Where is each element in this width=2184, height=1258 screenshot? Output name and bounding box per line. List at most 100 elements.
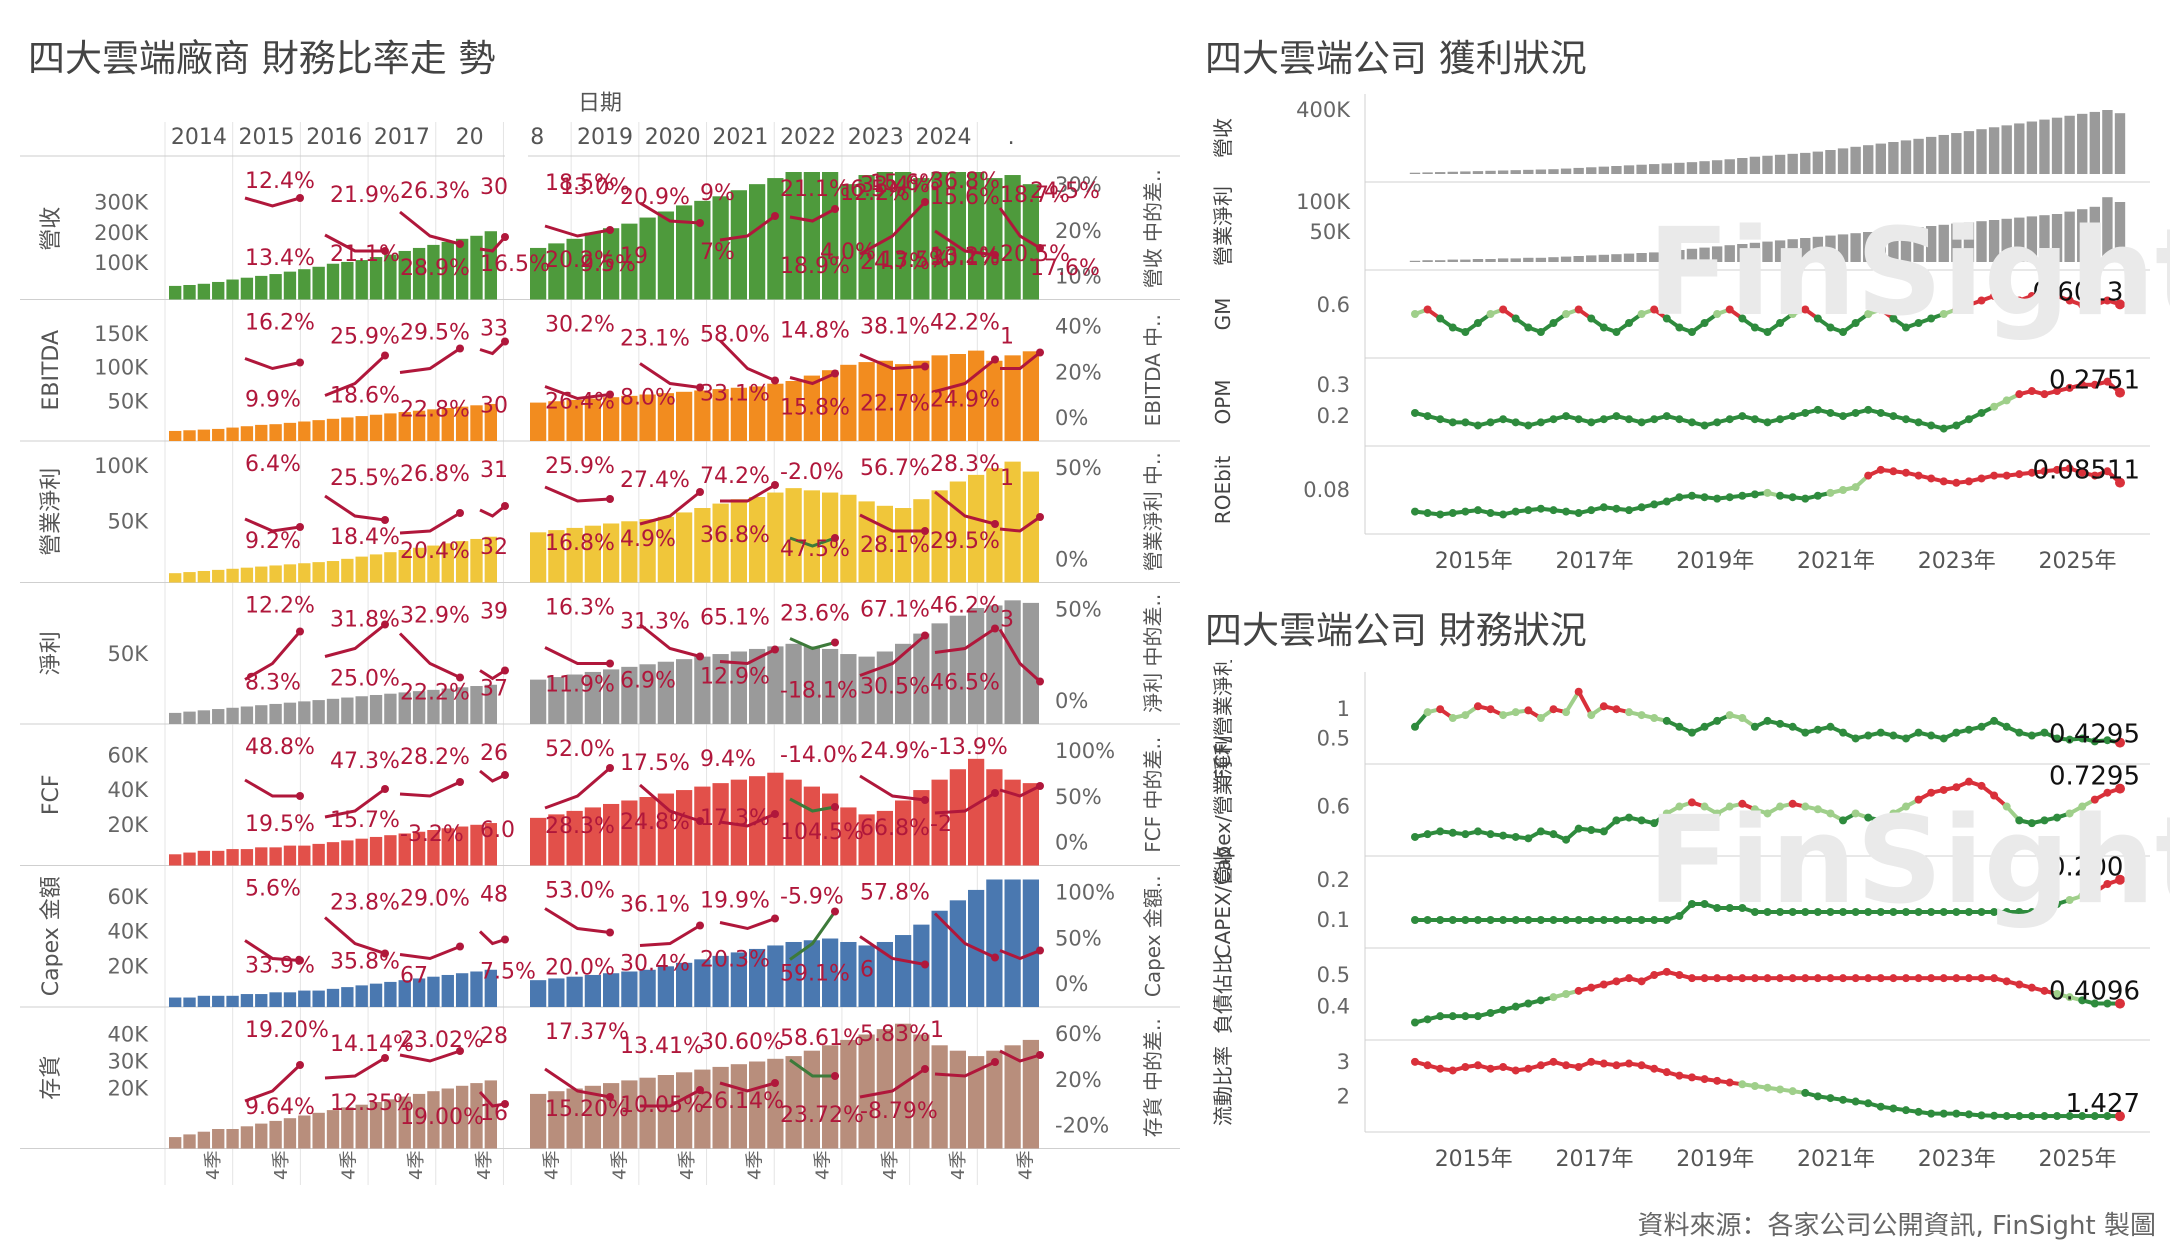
trend-point — [456, 509, 464, 517]
data-label: 26 — [480, 741, 508, 766]
trend-line — [789, 372, 836, 386]
panel-gap — [505, 80, 528, 1230]
data-label: -18.1% — [780, 679, 858, 704]
bar — [441, 408, 454, 441]
series-point — [1662, 716, 1671, 725]
row-right-axis-4: FCF 中的差.. — [1141, 737, 1165, 853]
bar — [767, 492, 784, 583]
row-label-3: 淨利 — [39, 631, 64, 675]
bar — [341, 558, 354, 583]
bar — [1686, 162, 1698, 174]
bar — [1409, 260, 1421, 262]
series-point — [1536, 714, 1545, 722]
data-label: 33.9% — [245, 954, 315, 979]
bar — [1963, 131, 1975, 174]
bar — [1925, 136, 1937, 174]
bar — [548, 814, 565, 866]
series-point — [1574, 509, 1583, 518]
bar — [298, 269, 311, 300]
series-point — [1939, 310, 1948, 318]
y-tick: 50K — [1310, 220, 1352, 244]
bar — [895, 364, 912, 441]
trend-point — [771, 376, 779, 385]
row-label-0: 營收 — [39, 207, 64, 251]
bar — [639, 519, 656, 583]
trend-line — [719, 648, 776, 666]
series-point — [1549, 993, 1558, 1002]
bar — [412, 831, 426, 866]
row-label-6: 存貨 — [39, 1056, 64, 1100]
series-point — [1687, 491, 1696, 500]
bar — [1661, 163, 1672, 174]
series-point — [1839, 328, 1848, 336]
series-point — [1839, 816, 1848, 825]
series-point — [1473, 506, 1482, 515]
bar — [212, 995, 225, 1007]
bar — [986, 769, 1003, 866]
series-point — [1599, 1059, 1608, 1068]
bar — [427, 545, 440, 583]
data-label: 14.14% — [330, 1032, 414, 1057]
bar — [441, 974, 454, 1007]
bar — [621, 223, 638, 300]
series-point — [1637, 816, 1646, 825]
data-label: 6.4% — [245, 452, 301, 477]
series-point — [1927, 314, 1936, 323]
data-label: 11.9% — [545, 673, 615, 698]
bar — [986, 178, 1003, 300]
bar — [169, 712, 182, 724]
bar — [1749, 242, 1761, 262]
series-point — [2065, 809, 2074, 818]
bar — [1022, 879, 1039, 1007]
bar — [730, 190, 747, 300]
series-point — [1511, 314, 1520, 323]
bar — [584, 974, 601, 1007]
trend-point — [296, 792, 304, 800]
series-point — [1750, 974, 1759, 983]
trend-line — [544, 385, 611, 401]
bar — [603, 803, 620, 866]
series-point — [1650, 819, 1659, 828]
bar — [913, 499, 930, 583]
year-label: 2020 — [645, 125, 701, 150]
bar — [1699, 247, 1710, 262]
year-label: 2017 — [374, 125, 430, 150]
trend-line — [859, 1067, 926, 1099]
series-point — [1612, 705, 1621, 714]
data-label: 19.20% — [245, 1018, 329, 1043]
trend-point — [921, 796, 929, 804]
trend-line — [859, 634, 926, 677]
bar — [931, 779, 948, 866]
series-point — [2053, 813, 2062, 822]
bar — [1774, 154, 1786, 174]
bar — [1523, 257, 1534, 262]
trend-line — [934, 1060, 996, 1078]
series-point — [1637, 418, 1646, 427]
data-label: 9.9% — [245, 388, 301, 413]
bar — [530, 980, 547, 1007]
bar — [1636, 253, 1647, 262]
series-point — [1461, 830, 1470, 839]
bar — [584, 807, 601, 866]
series-point — [2015, 816, 2024, 825]
finance-chart: FCF/營業淨利 1 0.5 0.4295 Capex/營業淨利 0.6 0.7295 CAP… — [1211, 660, 2170, 1172]
trend-line — [639, 924, 701, 947]
bar — [822, 492, 839, 583]
right-tick: 20% — [1055, 219, 1102, 243]
bar — [1510, 258, 1521, 262]
series-point — [2078, 996, 2087, 1005]
bar — [1951, 223, 1962, 262]
bar — [1850, 233, 1861, 262]
series-point — [1675, 802, 1684, 811]
series-point — [1625, 415, 1634, 424]
series-point — [1637, 977, 1646, 986]
series-point — [1499, 305, 1508, 314]
trend-point — [606, 764, 614, 772]
bar — [283, 422, 297, 441]
trend-line — [719, 214, 776, 242]
series-point — [1889, 974, 1898, 983]
data-label: 35.8% — [330, 950, 400, 975]
bar — [2014, 217, 2025, 262]
series-point — [1562, 990, 1571, 998]
bar — [226, 427, 239, 441]
